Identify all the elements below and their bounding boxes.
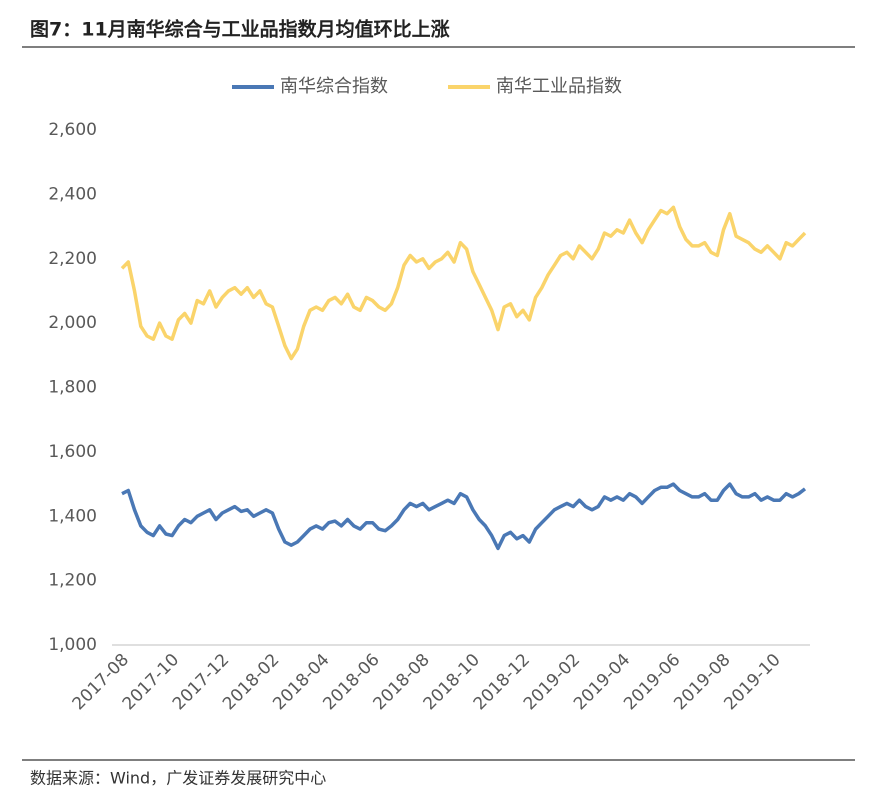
y-tick-label: 1,200 [48,571,97,591]
chart-title: 图7：11月南华综合与工业品指数月均值环比上涨 [30,18,450,41]
y-tick-label: 2,200 [48,249,97,269]
y-tick-label: 1,400 [48,506,97,526]
y-tick-label: 2,400 [48,184,97,204]
y-tick-label: 2,600 [48,120,97,140]
y-tick-label: 2,000 [48,313,97,333]
legend-label: 南华综合指数 [280,76,388,97]
y-tick-label: 1,600 [48,442,97,462]
legend-label: 南华工业品指数 [496,76,622,97]
series-line [120,205,807,361]
source: 数据来源：Wind，广发证券发展研究中心 [30,769,326,788]
series-line [121,482,807,551]
y-tick-label: 1,800 [48,378,97,398]
y-tick-label: 1,000 [48,635,97,655]
